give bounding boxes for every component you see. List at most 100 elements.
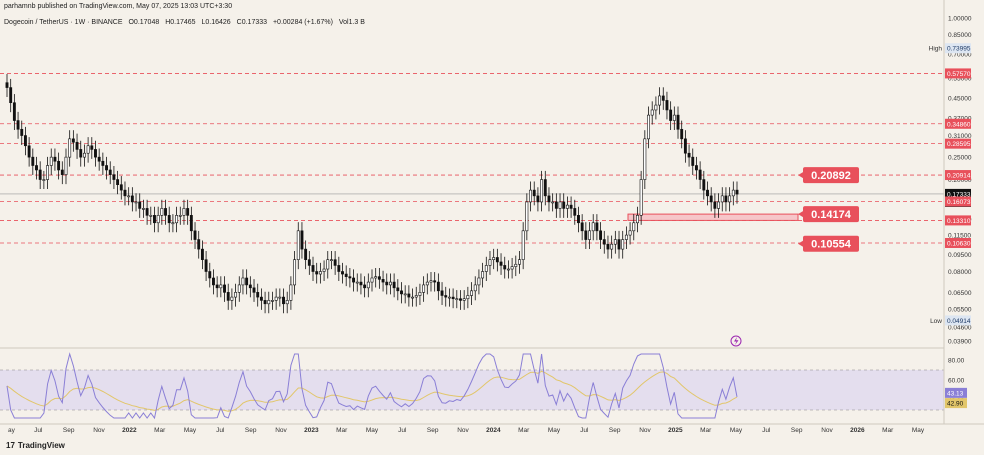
candle bbox=[130, 187, 134, 212]
price-tick-label: 0.20000 bbox=[948, 177, 972, 184]
candle bbox=[451, 288, 455, 309]
candle bbox=[466, 286, 470, 309]
candle-body bbox=[425, 281, 429, 286]
candle bbox=[263, 291, 267, 314]
candle-body bbox=[123, 189, 127, 197]
candle bbox=[182, 199, 186, 225]
candle-body bbox=[584, 230, 588, 240]
candle bbox=[639, 170, 643, 225]
candle-body bbox=[355, 281, 359, 284]
candle bbox=[717, 193, 721, 218]
candle bbox=[672, 106, 676, 131]
time-tick-label: May bbox=[366, 427, 379, 434]
candle-body bbox=[296, 230, 300, 260]
lightning-icon[interactable] bbox=[730, 335, 742, 347]
legend-symbol[interactable]: Dogecoin / TetherUS · 1W · BINANCE bbox=[4, 19, 123, 26]
candle-body bbox=[49, 156, 53, 166]
candle-body bbox=[116, 179, 120, 185]
price-tag: 0.16073 bbox=[945, 196, 971, 207]
candle-body bbox=[204, 259, 208, 272]
candle bbox=[68, 130, 72, 167]
price-tag: 0.17333 bbox=[945, 188, 971, 199]
price-callout[interactable]: 0.20892 bbox=[798, 167, 859, 184]
candle-body bbox=[540, 179, 544, 203]
candle-body bbox=[643, 138, 647, 180]
time-tick-label: Sep bbox=[427, 427, 439, 434]
price-tick-label: 0.05500 bbox=[948, 307, 972, 314]
candle-body bbox=[429, 280, 433, 283]
candle bbox=[200, 240, 204, 270]
candle-body bbox=[149, 215, 153, 217]
legend-open: O0.17048 bbox=[128, 19, 160, 26]
candle bbox=[156, 206, 160, 233]
price-callout[interactable]: 0.14174 bbox=[798, 206, 859, 223]
candle-body bbox=[138, 201, 142, 209]
candle-body bbox=[647, 114, 650, 140]
candle-body bbox=[311, 265, 315, 272]
candle-body bbox=[543, 179, 547, 197]
tradingview-logo-icon: 17 bbox=[6, 441, 15, 450]
price-tick-label: 0.03900 bbox=[948, 339, 972, 346]
candle bbox=[488, 251, 492, 275]
candle-body bbox=[658, 95, 662, 106]
candle bbox=[241, 269, 245, 295]
rsi-value-label: 42.90 bbox=[947, 401, 964, 408]
candle-body bbox=[141, 208, 145, 210]
candle-body bbox=[127, 195, 131, 198]
candle bbox=[720, 187, 724, 212]
candle-body bbox=[477, 277, 481, 286]
candle-body bbox=[665, 100, 669, 111]
candle-body bbox=[82, 152, 86, 158]
candle bbox=[731, 181, 735, 206]
candle-body bbox=[366, 281, 370, 289]
tradingview-brand: TradingView bbox=[17, 441, 65, 450]
candle bbox=[547, 187, 551, 212]
candle bbox=[245, 269, 249, 295]
candle bbox=[433, 272, 437, 292]
candle bbox=[46, 156, 49, 190]
candle-body bbox=[661, 95, 665, 101]
candle-body bbox=[680, 128, 684, 140]
candle bbox=[311, 256, 315, 281]
candle-body bbox=[53, 156, 57, 162]
candle bbox=[562, 193, 566, 218]
candle bbox=[12, 94, 16, 131]
candle bbox=[691, 148, 695, 175]
candle bbox=[234, 283, 238, 307]
candle-body bbox=[27, 145, 31, 158]
candle bbox=[370, 269, 374, 292]
time-tick-label: Sep bbox=[609, 427, 621, 434]
candle-body bbox=[724, 195, 728, 203]
candle-body bbox=[525, 201, 529, 232]
time-tick-label: Nov bbox=[639, 427, 651, 434]
candle bbox=[573, 199, 577, 225]
price-tag-value: 0.28595 bbox=[947, 141, 971, 148]
time-tick-label: ay bbox=[8, 427, 16, 434]
candle-body bbox=[521, 230, 525, 260]
candle-body bbox=[687, 152, 691, 158]
candle bbox=[529, 181, 532, 212]
candle-body bbox=[470, 290, 473, 296]
candle-body bbox=[223, 284, 226, 293]
candle bbox=[64, 148, 68, 185]
candle bbox=[293, 251, 297, 295]
candle-body bbox=[558, 201, 562, 209]
candle-body bbox=[289, 284, 293, 301]
candle bbox=[551, 193, 555, 212]
price-tick-label: 0.11500 bbox=[948, 233, 971, 240]
candle-body bbox=[31, 156, 35, 166]
candle bbox=[518, 251, 521, 274]
time-tick-label: May bbox=[912, 427, 925, 434]
legend-change: +0.00284 (+1.67%) bbox=[272, 19, 333, 26]
candle-body bbox=[713, 201, 717, 209]
candle bbox=[57, 152, 61, 180]
price-callout[interactable]: 0.10554 bbox=[798, 235, 859, 252]
candle-body bbox=[433, 280, 437, 283]
callout-value: 0.10554 bbox=[811, 239, 852, 251]
tradingview-logo[interactable]: 17 TradingView bbox=[6, 441, 65, 450]
candle-body bbox=[178, 215, 182, 217]
candle-body bbox=[602, 239, 606, 245]
candle bbox=[141, 199, 145, 218]
candle-body bbox=[676, 114, 680, 130]
